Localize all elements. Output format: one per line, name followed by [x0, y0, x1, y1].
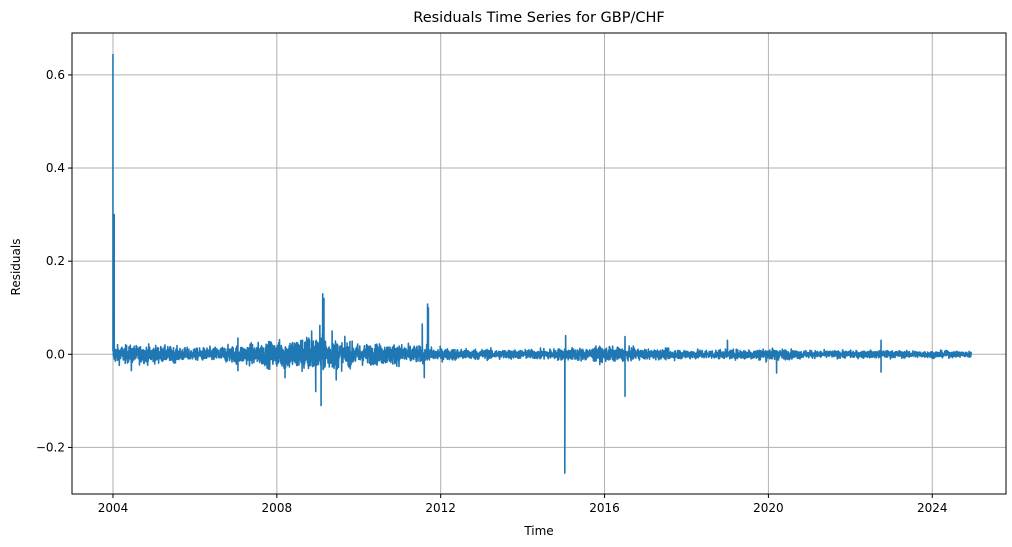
x-axis-label: Time — [523, 524, 553, 538]
x-tick-label: 2016 — [589, 501, 620, 515]
x-tick-label: 2008 — [262, 501, 293, 515]
plot-frame — [71, 32, 1007, 495]
chart-title: Residuals Time Series for GBP/CHF — [413, 10, 664, 26]
x-tick-label: 2024 — [917, 501, 948, 515]
y-axis-label: Residuals — [9, 239, 23, 296]
y-tick-label: 0.4 — [46, 161, 65, 175]
plot-line-group — [112, 53, 972, 474]
x-tick-label: 2012 — [425, 501, 456, 515]
ticks: 2004 2008 2012 2016 2020 2024 −0.2 0.0 0.2 0.4 0.6 — [36, 68, 948, 515]
x-tick-label: 2004 — [98, 501, 129, 515]
y-tick-label: 0.6 — [46, 68, 65, 82]
grid — [72, 33, 1006, 494]
residuals-series-line — [112, 53, 972, 474]
x-tick-label: 2020 — [753, 501, 784, 515]
y-tick-label: 0.2 — [46, 254, 65, 268]
y-tick-label: 0.0 — [46, 347, 65, 361]
y-tick-label: −0.2 — [36, 440, 65, 454]
